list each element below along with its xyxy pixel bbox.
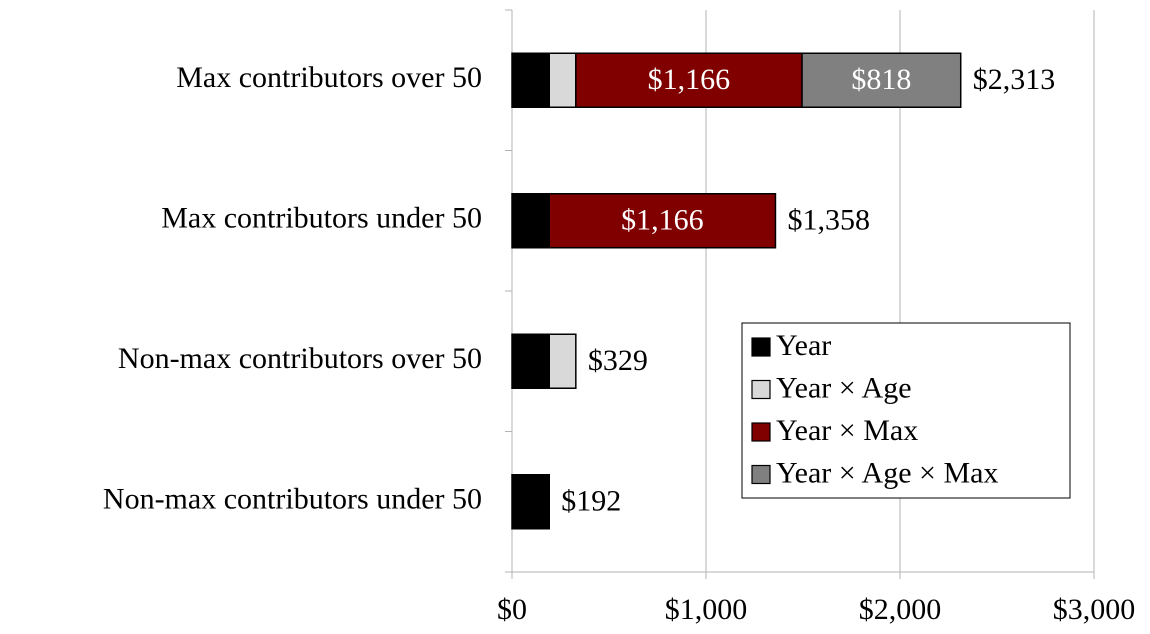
bar-segment bbox=[548, 52, 577, 108]
total-label: $329 bbox=[588, 344, 648, 377]
bar-label: $818 bbox=[851, 63, 911, 96]
bar-segment bbox=[511, 333, 550, 389]
y-tick-label: Max contributors under 50 bbox=[161, 202, 482, 235]
legend-label: Year × Age × Max bbox=[776, 456, 998, 489]
total-label: $192 bbox=[561, 485, 621, 518]
bar-segment bbox=[511, 52, 550, 108]
legend-swatch bbox=[751, 464, 771, 485]
bar-segment bbox=[511, 474, 550, 530]
y-tick-label: Non-max contributors under 50 bbox=[103, 483, 482, 516]
bar-segment bbox=[801, 52, 962, 108]
total-label: $1,358 bbox=[787, 204, 870, 237]
bar-segment bbox=[548, 333, 577, 389]
legend-box bbox=[741, 322, 1071, 499]
total-label: $2,313 bbox=[973, 63, 1055, 96]
legend-swatch bbox=[751, 379, 771, 400]
legend-label: Year × Max bbox=[776, 414, 918, 447]
x-tick-label: $3,000 bbox=[1053, 593, 1136, 626]
legend-label: Year × Age bbox=[776, 371, 912, 404]
legend-label: Year bbox=[776, 329, 831, 362]
x-tick-label: $2,000 bbox=[859, 593, 942, 626]
bar-label: $1,166 bbox=[648, 63, 731, 96]
bar-label: $1,166 bbox=[621, 204, 704, 237]
bar-segment bbox=[575, 52, 803, 108]
bar-segment bbox=[548, 193, 777, 249]
x-tick-label: $1,000 bbox=[665, 593, 748, 626]
legend-swatch bbox=[751, 422, 771, 442]
bar-segment bbox=[511, 193, 550, 249]
legend: Year Year × Age Year × Max Year × Age × Max bbox=[741, 322, 1071, 499]
x-tick-label: $0 bbox=[497, 593, 527, 626]
y-tick-label: Max contributors over 50 bbox=[176, 61, 482, 94]
legend-swatch bbox=[751, 337, 771, 357]
y-tick-label: Non-max contributors over 50 bbox=[118, 342, 482, 375]
